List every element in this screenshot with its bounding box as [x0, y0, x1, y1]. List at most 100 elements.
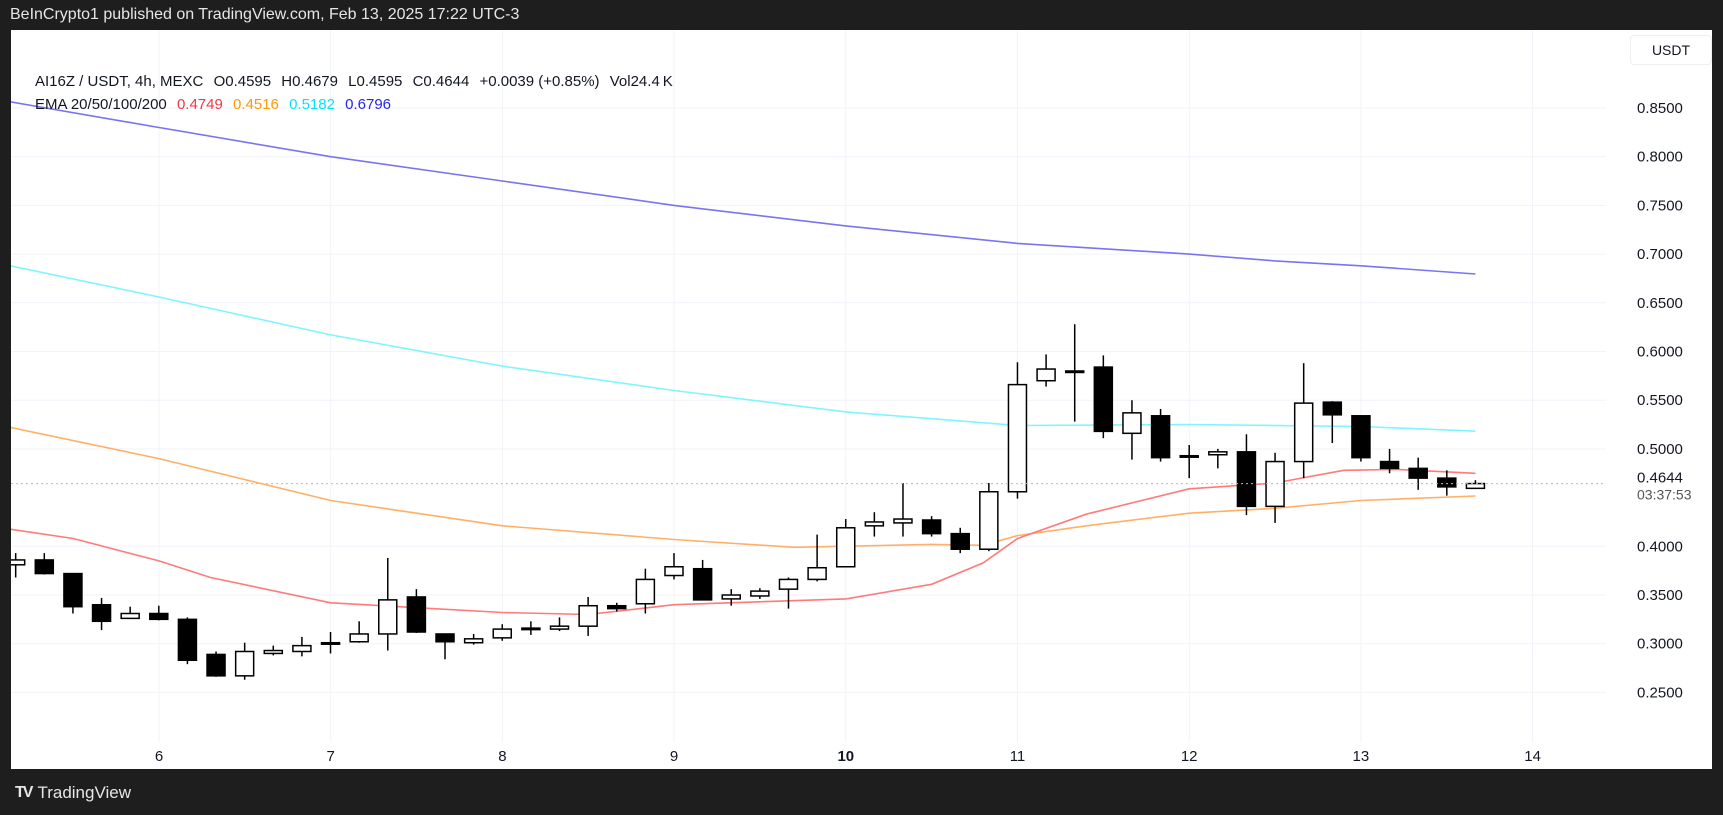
candle	[1293, 363, 1314, 479]
footer-brand[interactable]: TV TradingView	[15, 783, 131, 803]
candle	[1208, 448, 1228, 469]
candle-countdown: 03:37:53	[1637, 487, 1692, 503]
candle-body	[292, 644, 312, 653]
candle	[864, 512, 885, 537]
brand-name: TradingView	[37, 783, 132, 802]
candle-body	[979, 491, 999, 550]
x-tick-label: 8	[498, 748, 506, 765]
candle-body	[320, 641, 341, 645]
x-tick-label: 12	[1181, 748, 1198, 765]
high-value: H0.4679	[281, 73, 338, 90]
change-value: +0.0039 (+0.85%)	[479, 73, 600, 90]
ema-line-ema100	[11, 265, 1476, 432]
candle-body	[1179, 454, 1199, 458]
candle-body	[692, 567, 713, 601]
y-tick-label: 0.8500	[1637, 100, 1683, 117]
candle	[234, 642, 255, 680]
candle	[320, 632, 341, 654]
candle	[979, 482, 999, 552]
candle-body	[263, 649, 284, 655]
candle	[950, 527, 970, 554]
candle	[521, 621, 541, 635]
y-tick-label: 0.4000	[1637, 538, 1683, 555]
candle	[778, 577, 799, 609]
candle-body	[1379, 460, 1400, 470]
y-tick-label: 0.3500	[1637, 587, 1683, 604]
y-tick-label: 0.7000	[1637, 246, 1683, 263]
candle	[1265, 452, 1285, 523]
candle-body	[1093, 366, 1114, 433]
candle	[406, 589, 427, 633]
x-tick-label: 10	[837, 748, 854, 765]
candle-body	[349, 633, 369, 643]
candle	[492, 624, 513, 641]
candle-body	[1465, 482, 1486, 490]
candle	[1351, 415, 1371, 462]
candle-body	[664, 566, 684, 577]
candle	[835, 519, 856, 568]
candle-body	[1208, 451, 1228, 456]
candle	[578, 596, 598, 636]
candle	[263, 645, 284, 656]
candle-body	[750, 590, 770, 597]
candle-body	[607, 604, 627, 610]
candle	[1236, 434, 1257, 516]
candle-body	[120, 612, 140, 620]
candle-body	[149, 612, 169, 621]
x-tick-label: 11	[1010, 748, 1026, 765]
candle-body	[950, 532, 970, 550]
y-tick-label: 0.5000	[1637, 441, 1683, 458]
y-tick-label: 0.8000	[1637, 149, 1683, 166]
candle-body	[1293, 402, 1314, 463]
candle	[435, 633, 455, 660]
candle	[292, 636, 312, 657]
price-chart[interactable]: 0.8500 0.8000 0.7500 0.7000 0.6500 0.6000 0.55…	[11, 30, 1712, 769]
candle-body	[492, 628, 513, 639]
candle-body	[578, 604, 598, 627]
currency-button[interactable]: USDT	[1630, 35, 1712, 65]
candle	[11, 553, 26, 578]
chart-panel[interactable]: 0.8500 0.8000 0.7500 0.7000 0.6500 0.6000 0.55…	[11, 30, 1712, 769]
candle-body	[635, 578, 656, 605]
candle	[349, 621, 369, 643]
candle-body	[1322, 401, 1343, 416]
publish-info: BeInCrypto1 published on TradingView.com…	[10, 6, 520, 23]
candle-body	[1122, 412, 1142, 435]
candle	[549, 617, 570, 632]
ema50-value: 0.4516	[233, 96, 279, 113]
candle	[807, 534, 827, 582]
candle	[149, 605, 169, 621]
y-tick-label: 0.2500	[1637, 684, 1683, 701]
ema-label[interactable]: EMA 20/50/100/200	[35, 96, 167, 113]
candle	[607, 602, 627, 612]
candle	[1036, 354, 1056, 387]
candle	[1122, 400, 1142, 460]
candle-body	[463, 638, 484, 644]
candle-body	[807, 566, 827, 581]
symbol-label[interactable]: AI16Z / USDT, 4h, MEXC	[35, 73, 204, 90]
volume-value: Vol24.4 K	[609, 73, 673, 90]
y-tick-label: 0.6000	[1637, 344, 1683, 361]
candle-body	[893, 518, 913, 524]
candle-body	[91, 603, 112, 623]
candle	[91, 597, 112, 631]
x-tick-label: 14	[1524, 748, 1541, 765]
ema-line-ema200	[11, 101, 1476, 275]
candle-body	[234, 650, 255, 677]
y-tick-label: 0.7500	[1637, 197, 1683, 214]
candle	[1064, 324, 1085, 422]
candle-body	[1236, 451, 1257, 508]
close-value: C0.4644	[412, 73, 470, 90]
candle	[721, 589, 741, 606]
candle-body	[63, 572, 83, 608]
candle-body	[1351, 415, 1371, 459]
candle-body	[1408, 467, 1428, 479]
candle	[120, 606, 140, 620]
candle-body	[206, 653, 226, 677]
candle-body	[406, 596, 427, 633]
candle-body	[34, 559, 55, 575]
candle-body	[1150, 415, 1171, 459]
candle	[1007, 362, 1028, 499]
candle-body	[177, 618, 198, 662]
candle	[206, 651, 226, 677]
